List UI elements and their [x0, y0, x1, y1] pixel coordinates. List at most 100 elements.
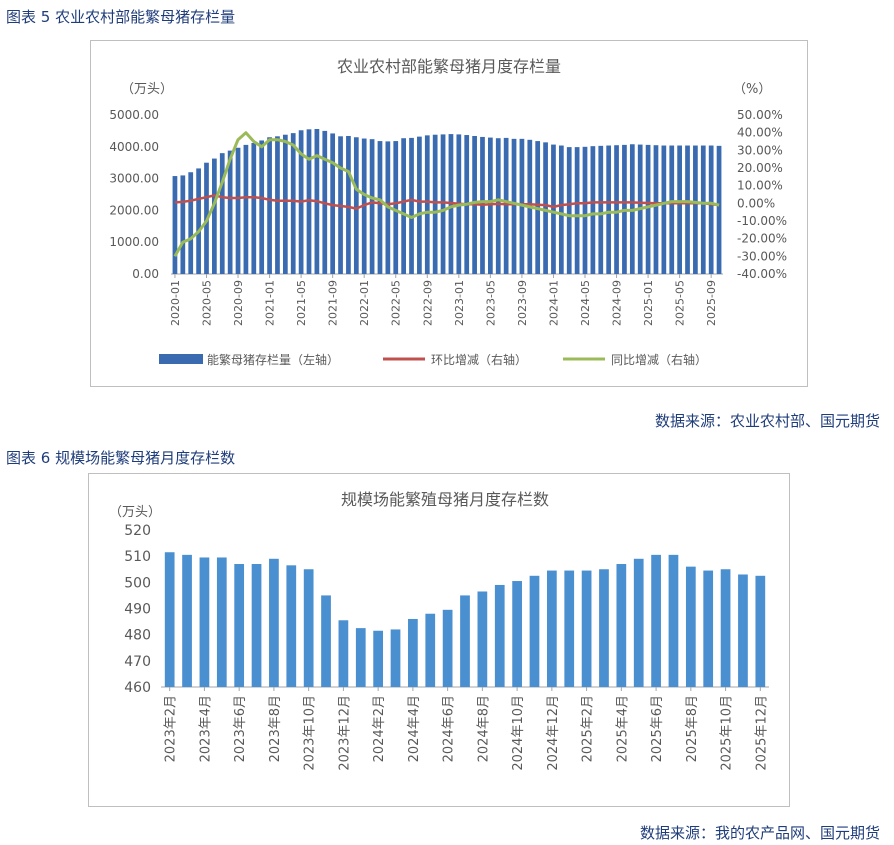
x-tick-label: 2023年4月 [198, 695, 213, 762]
inventory-bar [645, 144, 651, 274]
sow-count-bar [512, 581, 522, 687]
inventory-bar [409, 137, 414, 274]
inventory-bar [677, 145, 682, 274]
left-tick-label: 3000.00 [109, 172, 159, 186]
right-tick-label: 50.00% [737, 108, 783, 122]
left-axis-unit: （万头） [109, 505, 161, 520]
inventory-bar [401, 138, 406, 274]
mom-change-line [174, 194, 720, 210]
inventory-bar [566, 147, 572, 274]
inventory-bar [693, 145, 698, 274]
x-tick-label: 2025年8月 [685, 695, 700, 762]
legend-swatch-inventory [159, 354, 203, 364]
x-tick-label: 2025-05 [674, 280, 687, 326]
inventory-bar [243, 144, 249, 274]
figure6-heading: 图表 6 规模场能繁母猪月度存栏数 [6, 449, 236, 467]
inventory-bar [582, 146, 588, 274]
x-tick-label: 2023年10月 [303, 695, 318, 771]
y-tick-label: 500 [124, 575, 151, 591]
inventory-bar [685, 145, 690, 274]
inventory-bar [290, 133, 296, 274]
inventory-bar [219, 153, 225, 274]
x-tick-label: 2025年6月 [650, 695, 665, 762]
legend-label-inventory: 能繁母猪存栏量（左轴） [207, 352, 339, 367]
inventory-bar [377, 141, 383, 274]
y-tick-label: 520 [124, 523, 151, 539]
inventory-bar [700, 145, 706, 274]
right-tick-label: -10.00% [737, 214, 787, 228]
inventory-bar [212, 158, 217, 274]
inventory-bar [282, 134, 288, 274]
inventory-bar [669, 145, 675, 274]
left-tick-label: 4000.00 [109, 140, 159, 154]
y-tick-label: 510 [124, 549, 151, 565]
x-tick-label: 2025-01 [642, 280, 655, 326]
x-tick-label: 2025年4月 [615, 695, 630, 762]
inventory-bar [661, 145, 667, 274]
y-tick-label: 480 [124, 628, 151, 644]
sow-count-bar [651, 554, 661, 687]
x-tick-label: 2023-01 [453, 280, 466, 326]
sow-count-bar [408, 618, 418, 687]
inventory-bar [235, 147, 241, 274]
x-tick-label: 2023年6月 [233, 695, 248, 762]
sow-count-bar [442, 609, 453, 687]
y-tick-label: 460 [124, 680, 151, 696]
right-tick-label: 0.00% [737, 196, 775, 210]
inventory-bar [251, 142, 257, 274]
x-tick-label: 2023年8月 [268, 695, 283, 762]
inventory-bar [558, 145, 564, 274]
sow-count-bar [738, 574, 748, 687]
sow-count-bar [355, 628, 366, 687]
sow-inventory-chart: 农业农村部能繁母猪月度存栏量 （万头） （%） 0.00 1000.00 2000.00 3… [109, 57, 787, 367]
sow-count-bar [546, 570, 557, 687]
x-tick-label: 2020-01 [169, 280, 182, 326]
inventory-bar [275, 136, 280, 274]
x-tick-label: 2024-05 [579, 280, 592, 326]
inventory-bar [440, 134, 446, 274]
right-tick-label: 40.00% [737, 126, 783, 140]
figure5-source: 数据来源：农业农村部、国元期货 [654, 412, 880, 430]
inventory-bar [716, 145, 722, 274]
yoy-change-line [173, 131, 720, 258]
sow-count-bar [494, 584, 505, 687]
x-tick-label: 2022-05 [390, 280, 403, 326]
sow-count-bar [668, 554, 679, 687]
legend-label-mom: 环比增减（右轴） [431, 352, 527, 367]
inventory-bar [306, 129, 312, 274]
x-tick-label: 2025年10月 [720, 695, 735, 771]
figure5-heading: 图表 5 农业农村部能繁母猪存栏量 [6, 8, 236, 26]
sow-count-bar [755, 575, 766, 687]
x-tick-label: 2023年12月 [337, 695, 352, 771]
inventory-bar [432, 134, 438, 274]
right-tick-label: 20.00% [737, 161, 783, 175]
sow-count-bar [199, 557, 210, 687]
inventory-bar [606, 145, 612, 274]
x-tick-label: 2023-05 [484, 280, 497, 326]
inventory-bar [551, 144, 556, 274]
sow-count-bar [633, 558, 644, 687]
x-tick-label: 2022-09 [421, 280, 434, 326]
sow-count-bar [685, 566, 696, 687]
inventory-bar [503, 137, 509, 274]
inventory-bar [180, 175, 186, 274]
x-tick-label: 2023-09 [516, 280, 529, 326]
x-tick-label: 2021-09 [327, 280, 340, 326]
inventory-bar [574, 147, 580, 274]
x-tick-label: 2024年12月 [546, 695, 561, 771]
chart-title: 农业农村部能繁母猪月度存栏量 [337, 57, 561, 76]
x-tick-label: 2024年4月 [407, 695, 422, 762]
inventory-bar [417, 136, 422, 274]
inventory-bar [330, 133, 336, 274]
figure6-source: 数据来源：我的农产品网、国元期货 [639, 824, 880, 842]
left-tick-label: 5000.00 [109, 108, 159, 122]
sow-count-bar [616, 564, 627, 687]
sow-count-bar [286, 565, 297, 687]
sow-count-bar [477, 591, 488, 687]
sow-count-bar [269, 558, 279, 687]
inventory-bar [614, 145, 619, 274]
x-tick-label: 2023年2月 [164, 695, 179, 762]
sow-count-bar [390, 629, 401, 687]
left-tick-label: 2000.00 [109, 203, 159, 217]
x-tick-label: 2020-09 [232, 280, 245, 326]
